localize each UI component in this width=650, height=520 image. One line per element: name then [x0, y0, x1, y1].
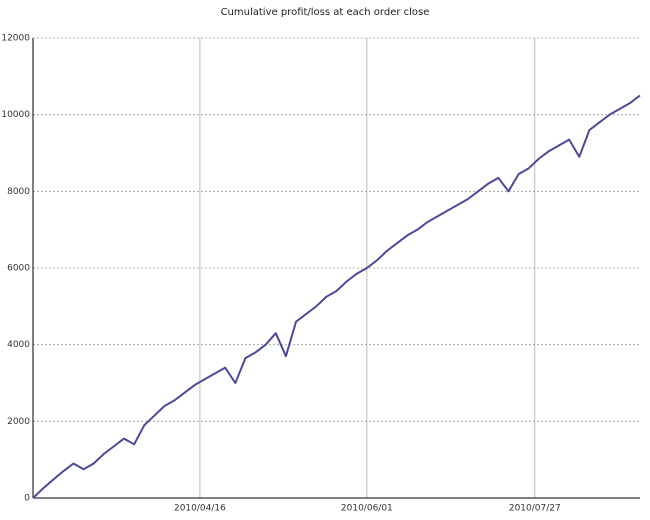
y-tick-label: 0: [24, 494, 30, 504]
y-tick-label: 4000: [7, 340, 30, 350]
chart-title: Cumulative profit/loss at each order clo…: [221, 7, 430, 18]
x-tick-label: 2010/06/01: [341, 504, 393, 514]
y-tick-label: 2000: [7, 417, 30, 427]
x-tick-label: 2010/04/16: [174, 504, 226, 514]
y-tick-label: 6000: [7, 264, 30, 274]
y-tick-label: 12000: [1, 34, 30, 44]
data-line: [32, 94, 641, 499]
y-tick-label: 8000: [7, 187, 30, 197]
x-tick-label: 2010/07/27: [509, 504, 561, 514]
y-tick-label: 10000: [1, 110, 30, 120]
